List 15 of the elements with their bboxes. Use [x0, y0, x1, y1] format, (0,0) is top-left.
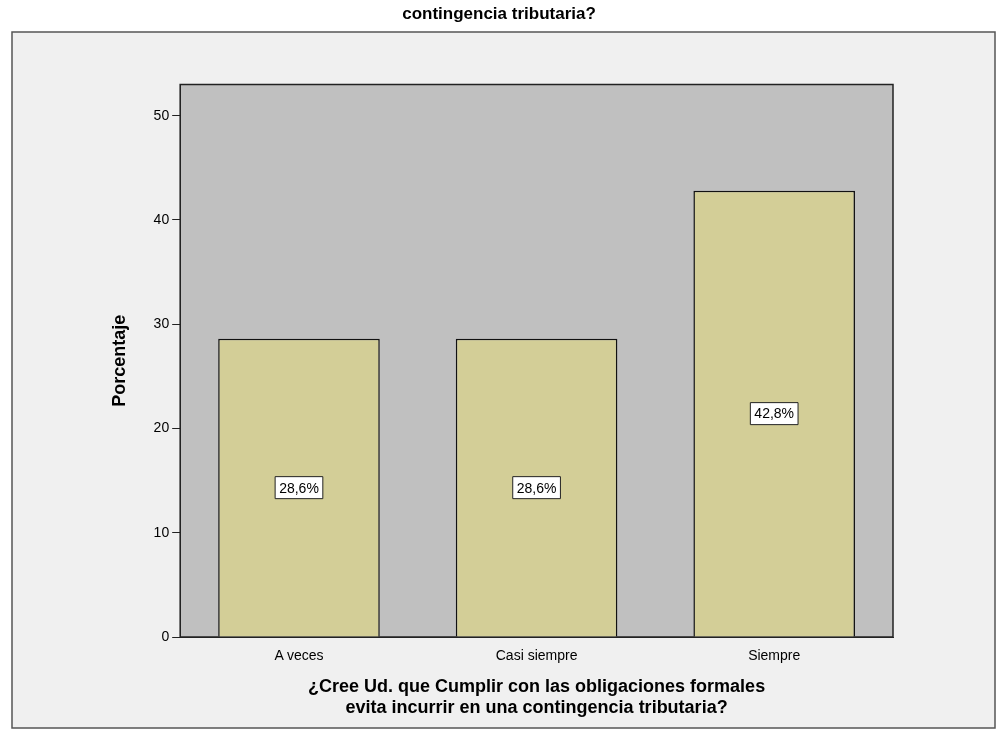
- y-axis-title: Porcentaje: [108, 314, 129, 407]
- y-tick-label: 50: [153, 106, 170, 123]
- x-tick-label: Casi siempre: [495, 647, 578, 664]
- data-label: 28,6%: [516, 479, 557, 496]
- y-tick-label: 30: [153, 315, 170, 332]
- chart-title: contingencia tributaria?: [402, 3, 596, 23]
- y-tick-label: 0: [161, 627, 170, 644]
- x-tick-label: A veces: [274, 647, 324, 664]
- x-axis-title: ¿Cree Ud. que Cumplir con las obligaciones formales evita incurrir en una contingencia tributaria?: [308, 675, 766, 718]
- x-tick-label: Siempre: [748, 647, 801, 664]
- data-label: 28,6%: [279, 479, 319, 496]
- data-label: 42,8%: [754, 405, 795, 422]
- y-tick-label: 10: [153, 523, 170, 540]
- y-tick-label: 40: [153, 210, 170, 227]
- y-tick-label: 20: [153, 419, 170, 436]
